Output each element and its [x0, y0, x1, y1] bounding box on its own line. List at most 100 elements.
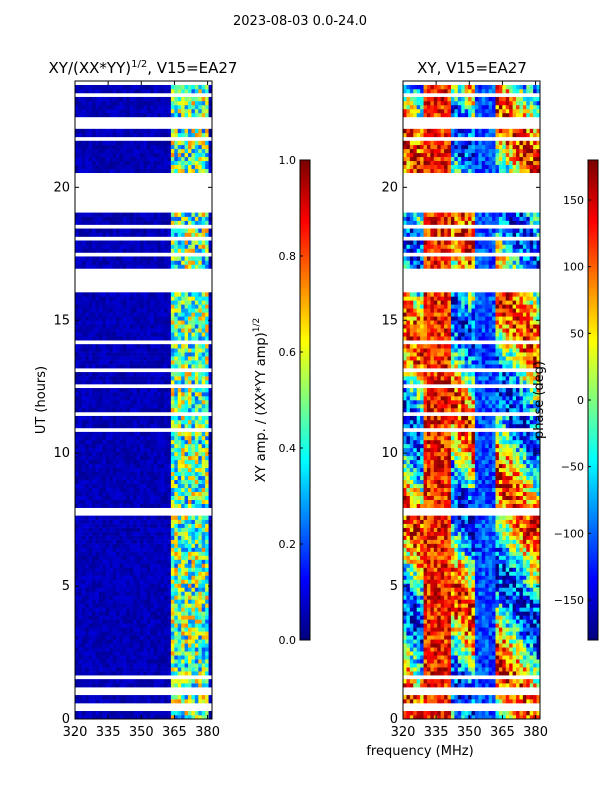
amplitude-cell	[194, 168, 199, 174]
amplitude-cell	[102, 376, 107, 381]
amplitude-cell	[170, 320, 175, 325]
amplitude-cell	[81, 475, 86, 481]
amplitude-cell	[116, 264, 120, 269]
amplitude-cell	[208, 695, 213, 700]
amplitude-cell	[102, 463, 107, 469]
amplitude-cell	[146, 168, 151, 174]
amplitude-cell	[153, 487, 158, 493]
amplitude-cell	[105, 220, 110, 225]
amplitude-cell	[122, 535, 127, 540]
amplitude-cell	[81, 392, 86, 397]
amplitude-cell	[191, 244, 196, 249]
amplitude-cell	[194, 451, 199, 457]
amplitude-cell	[136, 392, 141, 397]
amplitude-cell	[205, 392, 209, 397]
colorbar-swatch	[300, 536, 310, 541]
amplitude-cell	[81, 435, 86, 441]
amplitude-cell	[85, 128, 90, 134]
amplitude-cell	[81, 671, 86, 676]
amplitude-cell	[177, 328, 182, 333]
amplitude-cell	[174, 603, 179, 608]
amplitude-cell	[170, 699, 175, 704]
amplitude-cell	[102, 112, 107, 118]
amplitude-cell	[143, 328, 148, 333]
amplitude-cell	[116, 156, 120, 162]
amplitude-cell	[150, 152, 155, 158]
amplitude-cell	[146, 591, 151, 596]
amplitude-cell	[75, 671, 79, 676]
amplitude-cell	[109, 487, 114, 493]
amplitude-cell	[201, 112, 206, 118]
amplitude-cell	[109, 455, 114, 461]
amplitude-cell	[85, 316, 90, 321]
amplitude-cell	[136, 128, 141, 134]
amplitude-cell	[126, 515, 131, 520]
amplitude-cell	[143, 240, 148, 245]
amplitude-cell	[129, 623, 134, 628]
amplitude-cell	[150, 455, 155, 461]
amplitude-cell	[181, 392, 185, 397]
amplitude-cell	[160, 495, 165, 500]
amplitude-cell	[205, 328, 209, 333]
amplitude-cell	[140, 240, 144, 245]
amplitude-cell	[98, 647, 103, 652]
amplitude-cell	[133, 647, 138, 652]
amplitude-cell	[150, 683, 155, 688]
amplitude-cell	[119, 392, 124, 397]
amplitude-cell	[78, 296, 83, 301]
amplitude-cell	[205, 332, 209, 337]
amplitude-cell	[85, 84, 90, 90]
amplitude-cell	[146, 396, 151, 401]
amplitude-cell	[143, 212, 148, 217]
amplitude-cell	[198, 579, 203, 584]
amplitude-cell	[188, 364, 192, 369]
amplitude-cell	[95, 475, 100, 481]
amplitude-cell	[150, 232, 155, 237]
amplitude-cell	[146, 479, 151, 485]
amplitude-cell	[188, 260, 192, 265]
amplitude-cell	[136, 168, 141, 174]
amplitude-cell	[109, 519, 114, 524]
amplitude-cell	[181, 360, 185, 365]
amplitude-cell	[177, 132, 182, 138]
amplitude-cell	[126, 132, 131, 138]
amplitude-cell	[167, 559, 172, 564]
amplitude-cell	[95, 336, 100, 341]
amplitude-cell	[112, 567, 117, 572]
amplitude-cell	[136, 332, 141, 337]
amplitude-cell	[105, 635, 110, 640]
amplitude-cell	[112, 403, 117, 409]
amplitude-cell	[78, 627, 83, 632]
amplitude-cell	[75, 627, 79, 632]
amplitude-cell	[102, 715, 107, 720]
amplitude-cell	[136, 439, 141, 445]
amplitude-cell	[181, 356, 185, 361]
amplitude-cell	[75, 152, 79, 158]
amplitude-cell	[126, 140, 131, 146]
amplitude-cell	[140, 348, 144, 353]
amplitude-cell	[150, 228, 155, 233]
amplitude-cell	[143, 495, 148, 500]
amplitude-cell	[122, 495, 127, 500]
amplitude-cell	[112, 559, 117, 564]
amplitude-cell	[184, 711, 189, 716]
amplitude-cell	[140, 324, 144, 329]
amplitude-cell	[136, 108, 141, 114]
amplitude-cell	[146, 539, 151, 544]
amplitude-cell	[164, 471, 168, 477]
amplitude-cell	[116, 348, 120, 353]
amplitude-cell	[143, 631, 148, 636]
amplitude-cell	[181, 487, 185, 493]
amplitude-cell	[205, 587, 209, 592]
amplitude-cell	[153, 244, 158, 249]
amplitude-cell	[188, 695, 192, 700]
amplitude-cell	[136, 212, 141, 217]
amplitude-cell	[160, 96, 165, 102]
amplitude-cell	[194, 627, 199, 632]
amplitude-cell	[143, 88, 148, 94]
amplitude-cell	[88, 475, 93, 481]
amplitude-cell	[157, 587, 162, 592]
amplitude-cell	[191, 463, 196, 469]
amplitude-cell	[98, 108, 103, 114]
amplitude-cell	[98, 164, 103, 170]
